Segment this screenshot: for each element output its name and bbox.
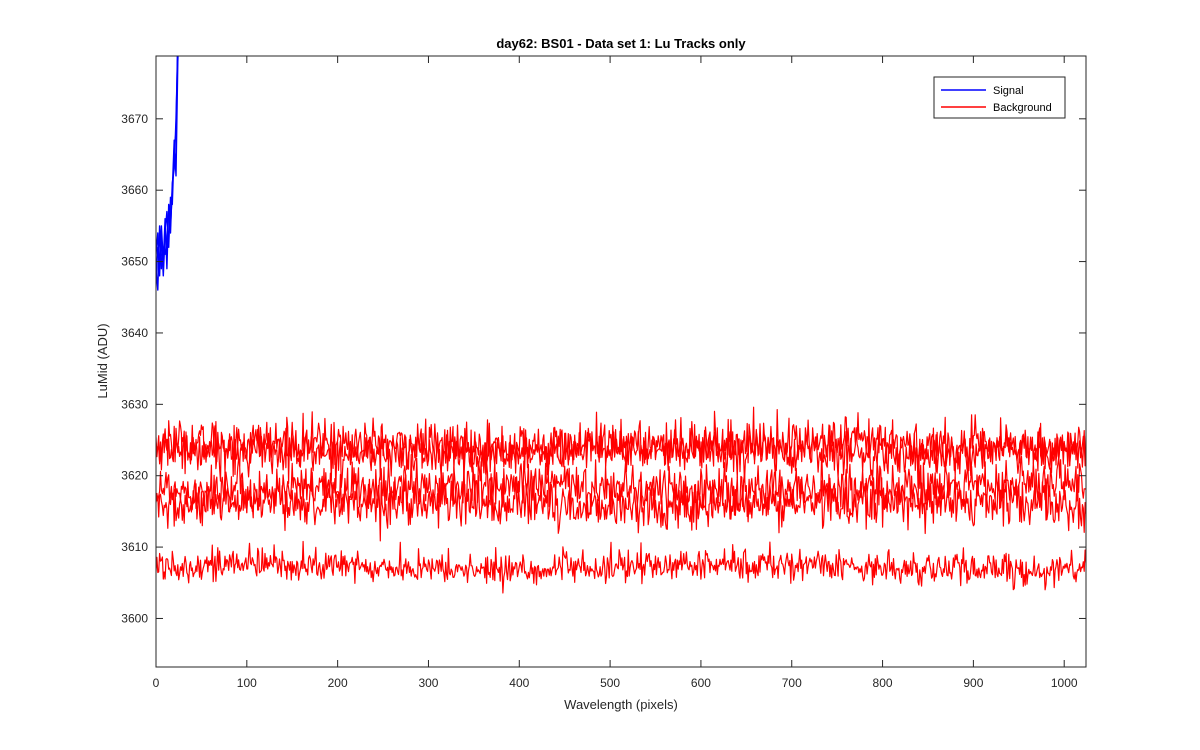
y-axis: 3600 3610 3620 3630 3640 3650 3660 3670	[121, 112, 1086, 625]
x-tick-label: 0	[153, 676, 160, 690]
legend-label-background: Background	[993, 102, 1052, 114]
y-tick-label: 3610	[121, 540, 148, 554]
x-tick-label: 900	[963, 676, 983, 690]
x-tick-label: 100	[237, 676, 257, 690]
legend: Signal Background	[933, 76, 1066, 119]
x-tick-label: 800	[873, 676, 893, 690]
y-tick-label: 3650	[121, 255, 148, 269]
background-line	[156, 540, 1086, 594]
y-axis-label: LuMid (ADU)	[95, 323, 110, 398]
y-tick-label: 3630	[121, 397, 148, 411]
background-line	[156, 449, 1086, 530]
x-tick-label: 1000	[1051, 676, 1078, 690]
x-tick-label: 300	[418, 676, 438, 690]
signal-line	[156, 56, 179, 284]
chart-title: day62: BS01 - Data set 1: Lu Tracks only	[496, 36, 746, 51]
y-tick-label: 3670	[121, 112, 148, 126]
background-line	[156, 418, 1086, 489]
x-tick-label: 700	[782, 676, 802, 690]
y-tick-label: 3620	[121, 469, 148, 483]
x-axis: 0 100 200 300 400 500 600 700 800 900 1000	[153, 56, 1078, 690]
series-layer	[156, 56, 1086, 594]
x-tick-label: 600	[691, 676, 711, 690]
y-tick-label: 3600	[121, 611, 148, 625]
x-tick-label: 200	[328, 676, 348, 690]
x-tick-label: 500	[600, 676, 620, 690]
plot-frame	[155, 55, 1087, 668]
x-axis-label: Wavelength (pixels)	[564, 697, 678, 712]
background-line	[156, 470, 1086, 542]
legend-label-signal: Signal	[993, 85, 1024, 97]
x-tick-label: 400	[509, 676, 529, 690]
y-tick-label: 3660	[121, 183, 148, 197]
y-tick-label: 3640	[121, 326, 148, 340]
legend-box	[933, 76, 1066, 119]
